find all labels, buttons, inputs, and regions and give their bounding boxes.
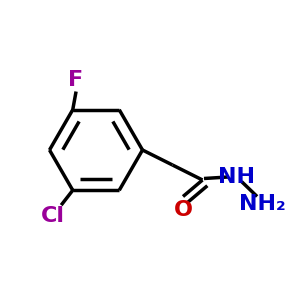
Text: Cl: Cl bbox=[41, 206, 65, 226]
Text: NH₂: NH₂ bbox=[239, 194, 286, 214]
Text: NH: NH bbox=[218, 167, 256, 187]
Text: O: O bbox=[173, 200, 193, 220]
Text: F: F bbox=[68, 70, 83, 90]
